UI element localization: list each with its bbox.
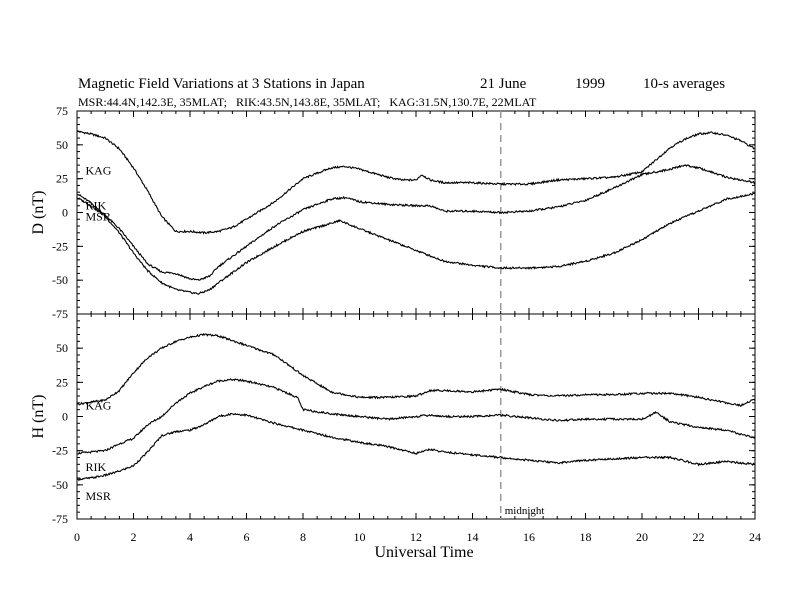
panel-frame-D <box>76 110 756 315</box>
series-label-D-msr: MSR <box>85 210 110 224</box>
y-tick-label: 50 <box>56 138 68 152</box>
y-axis-label-H: H (nT) <box>30 395 47 439</box>
x-tick-label: 20 <box>636 530 648 544</box>
y-tick-label: 0 <box>62 410 68 424</box>
y-tick-label: -50 <box>52 478 68 492</box>
x-tick-label: 6 <box>244 530 250 544</box>
y-tick-label: 25 <box>56 375 68 389</box>
x-tick-label: 4 <box>187 530 193 544</box>
series-label-H-msr: MSR <box>85 489 110 503</box>
series-label-H-kag: KAG <box>85 399 111 413</box>
series-D-rik <box>76 164 756 281</box>
series-label-H-rik: RIK <box>85 460 106 474</box>
x-tick-label: 22 <box>693 530 705 544</box>
chart-date: 21 June <box>480 76 527 92</box>
y-tick-label: -50 <box>52 273 68 287</box>
y-tick-label: -75 <box>52 512 68 526</box>
x-tick-label: 8 <box>300 530 306 544</box>
y-tick-label: 75 <box>56 104 68 118</box>
x-tick-label: 0 <box>74 530 80 544</box>
x-tick-label: 16 <box>523 530 535 544</box>
x-tick-label: 14 <box>467 530 479 544</box>
midnight-label: midnight <box>505 505 545 517</box>
y-tick-label: -75 <box>52 307 68 321</box>
series-H-kag <box>76 332 756 408</box>
x-tick-label: 2 <box>131 530 137 544</box>
y-tick-label: -25 <box>52 444 68 458</box>
x-tick-label: 10 <box>354 530 366 544</box>
y-tick-label: 0 <box>62 206 68 220</box>
y-tick-label: 25 <box>56 172 68 186</box>
series-D-kag <box>76 130 756 235</box>
x-tick-label: 18 <box>580 530 592 544</box>
chart-subtitle: MSR:44.4N,142.3E, 35MLAT; RIK:43.5N,143.… <box>78 95 537 109</box>
x-tick-label: 24 <box>749 530 761 544</box>
series-H-msr <box>76 412 756 481</box>
chart-title: Magnetic Field Variations at 3 Stations … <box>78 76 365 92</box>
x-axis-label: Universal Time <box>374 544 473 561</box>
series-D-msr <box>76 192 756 295</box>
y-axis-label-D: D (nT) <box>30 191 47 235</box>
chart-averaging: 10-s averages <box>643 76 725 92</box>
y-tick-label: -25 <box>52 239 68 253</box>
chart-year: 1999 <box>575 76 605 92</box>
series-H-rik <box>76 377 756 455</box>
series-label-D-kag: KAG <box>85 164 111 178</box>
x-tick-label: 12 <box>410 530 422 544</box>
y-tick-label: 50 <box>56 341 68 355</box>
series-label-D-rik: RIK <box>85 199 106 213</box>
